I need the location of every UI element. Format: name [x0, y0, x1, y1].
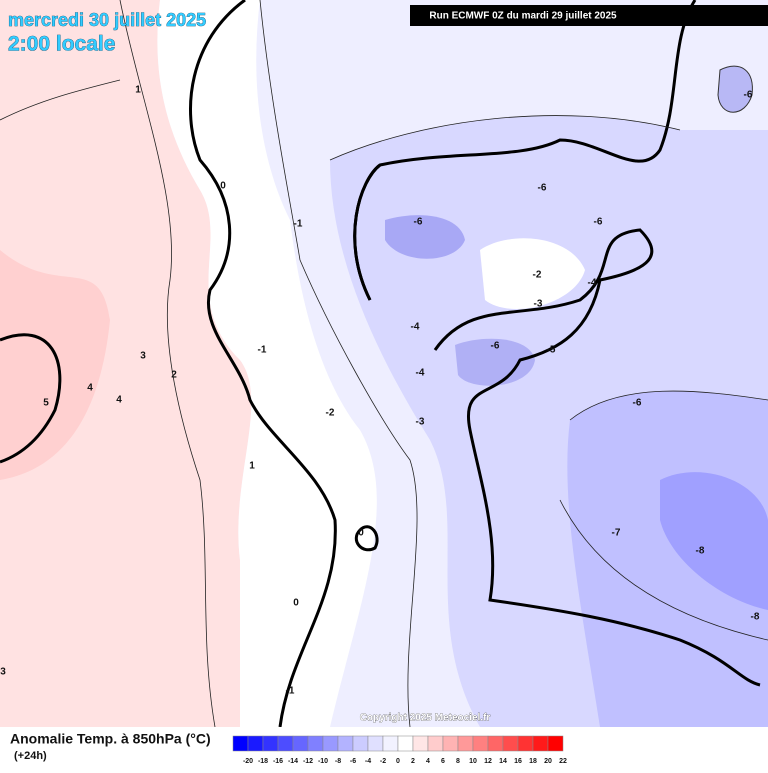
scale-label: 20 — [544, 758, 552, 765]
contour-label: -1 — [294, 219, 303, 230]
scale-label: 16 — [514, 758, 522, 765]
contour-label: -3 — [416, 417, 425, 428]
color-box — [247, 735, 264, 752]
thin-contours — [0, 0, 768, 728]
contour-label: 4 — [116, 395, 122, 406]
color-box — [532, 735, 549, 752]
color-box — [367, 735, 384, 752]
contour-label: -6 — [414, 217, 423, 228]
color-box — [457, 735, 474, 752]
contour-labels: 1 0 -1 -6 -6 -6 -6 -2 -3 -4 -4 -1 3 2 4 4 5 -6 -5 -4 -2 -3 -6 1… — [0, 85, 760, 697]
contour-label: -8 — [696, 546, 705, 557]
scale-label: 0 — [396, 758, 400, 765]
scale-label: -14 — [288, 758, 298, 765]
scale-label: -6 — [350, 758, 356, 765]
color-box — [277, 735, 294, 752]
cold-patch — [717, 65, 753, 113]
contour-label: -7 — [612, 528, 621, 539]
contour-label: 3 — [0, 667, 6, 678]
date-title: mercredi 30 juillet 2025 — [8, 10, 206, 30]
contour-label: -1 — [286, 686, 295, 697]
scale-label: 4 — [426, 758, 430, 765]
color-box — [352, 735, 369, 752]
color-box — [322, 735, 339, 752]
color-box — [442, 735, 459, 752]
contour-label: -4 — [416, 368, 425, 379]
contour-label: -5 — [547, 345, 556, 356]
contour-label: -6 — [744, 90, 753, 101]
color-box — [547, 735, 564, 752]
color-scale: -20 -18 -16 -14 -12 -10 -8 -6 -4 -2 0 2 4 6 8 10 12 14 16 1… — [232, 735, 567, 765]
contour-label: 3 — [140, 351, 146, 362]
run-banner — [410, 5, 768, 26]
scale-label: -12 — [303, 758, 313, 765]
color-box — [412, 735, 429, 752]
scale-label: -10 — [318, 758, 328, 765]
warm-zone — [0, 0, 252, 727]
scale-label: -18 — [258, 758, 268, 765]
contour-label: -6 — [491, 341, 500, 352]
thick-contours — [0, 0, 761, 728]
contour-label: -4 — [411, 322, 420, 333]
scale-label: 10 — [469, 758, 477, 765]
scale-label: -4 — [365, 758, 371, 765]
contour-label: 0 — [293, 598, 299, 609]
color-box — [337, 735, 354, 752]
color-box — [382, 735, 399, 752]
contour-label: 4 — [87, 383, 93, 394]
color-box — [232, 735, 249, 752]
scale-label: 2 — [411, 758, 415, 765]
scale-label: 6 — [441, 758, 445, 765]
contour-label: 1 — [249, 461, 255, 472]
contour-label: -6 — [633, 398, 642, 409]
color-box — [292, 735, 309, 752]
scale-label: -16 — [273, 758, 283, 765]
color-box — [502, 735, 519, 752]
scale-label: 14 — [499, 758, 507, 765]
run-info: Run ECMWF 0Z du mardi 29 juillet 2025 — [429, 11, 617, 22]
color-box — [427, 735, 444, 752]
coldest-zone — [660, 472, 768, 610]
scale-label: -8 — [335, 758, 341, 765]
neutral-zone — [157, 0, 377, 727]
contour-label: -2 — [326, 408, 335, 419]
contour-label: 5 — [43, 398, 49, 409]
scale-label: 8 — [456, 758, 460, 765]
cold-patch — [385, 215, 465, 259]
color-box — [307, 735, 324, 752]
contour-label: 0 — [358, 528, 364, 539]
scale-label: -2 — [380, 758, 386, 765]
scale-label: 18 — [529, 758, 537, 765]
color-box — [472, 735, 489, 752]
contour-label: 1 — [135, 85, 141, 96]
scale-label: -20 — [243, 758, 253, 765]
cold-patch — [455, 338, 535, 386]
contour-label: -2 — [533, 270, 542, 281]
contour-label: -1 — [258, 345, 267, 356]
legend-title: Anomalie Temp. à 850hPa (°C) — [10, 731, 211, 747]
warm-core — [0, 250, 110, 480]
color-box — [262, 735, 279, 752]
contour-label: -6 — [594, 217, 603, 228]
contour-label: -6 — [538, 183, 547, 194]
copyright: Copyright 2025 Meteociel.fr — [360, 713, 491, 724]
time-title: 2:00 locale — [8, 33, 115, 56]
legend-step: (+24h) — [14, 750, 47, 762]
contour-label: -8 — [751, 612, 760, 623]
contour-label: 2 — [171, 370, 177, 381]
contour-label: 0 — [220, 181, 226, 192]
scale-label: 12 — [484, 758, 492, 765]
contour-label: -3 — [534, 299, 543, 310]
scale-label: 22 — [559, 758, 567, 765]
color-box — [397, 735, 414, 752]
color-box — [517, 735, 534, 752]
contour-label: -4 — [588, 278, 597, 289]
color-box — [487, 735, 504, 752]
warm-patch — [480, 238, 585, 309]
